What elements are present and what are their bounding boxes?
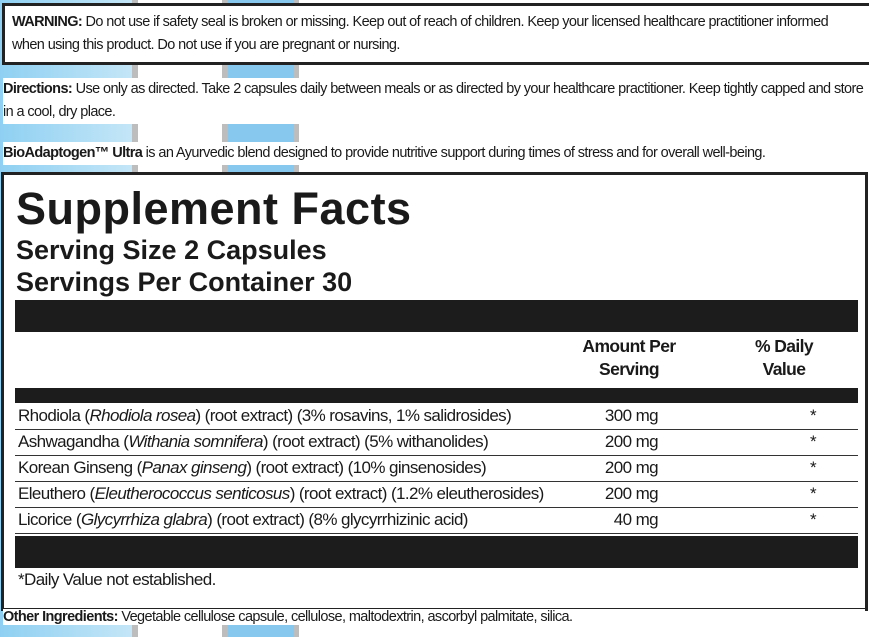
divider-bar	[15, 388, 858, 403]
footer-bar	[15, 536, 858, 568]
ingredient-amount: 200 mg	[604, 484, 659, 503]
facts-title: Supplement Facts	[16, 183, 412, 234]
footnote: *Daily Value not established.	[18, 570, 216, 589]
directions-label: Directions:	[3, 81, 73, 97]
ingredient-name: Rhodiola (Rhodiola rosea) (root extract)…	[18, 403, 512, 429]
amount-per-serving-header: Amount Per Serving	[569, 335, 689, 381]
ingredient-detail: ) (root extract) (10% ginsenosides)	[246, 458, 487, 477]
common-name: Rhodiola (	[18, 406, 90, 425]
other-ingredients-text: Vegetable cellulose capsule, cellulose, …	[117, 609, 573, 625]
common-name: Eleuthero (	[18, 484, 95, 503]
ingredient-row: Licorice (Glycyrrhiza glabra) (root extr…	[15, 507, 858, 534]
ingredient-daily-value: *	[810, 484, 817, 503]
latin-name: Panax ginseng	[141, 458, 247, 477]
ingredient-amount: 40 mg	[613, 510, 659, 529]
ingredient-daily-value: *	[810, 458, 817, 477]
ingredient-row: Eleuthero (Eleutherococcus senticosus) (…	[15, 481, 858, 508]
ingredient-detail: ) (root extract) (1.2% eleutherosides)	[289, 484, 545, 503]
ingredient-detail: ) (root extract) (5% withanolides)	[262, 432, 489, 451]
product-description: BioAdaptogen™ Ultra is an Ayurvedic blen…	[3, 142, 865, 165]
warning-text: Do not use if safety seal is broken or m…	[12, 14, 829, 53]
daily-value-header: % Daily Value	[734, 335, 834, 381]
servings-per-container: Servings Per Container 30	[16, 267, 353, 297]
header-line: % Daily	[754, 336, 814, 356]
ingredient-name: Korean Ginseng (Panax ginseng) (root ext…	[18, 455, 487, 481]
header-bar	[15, 300, 858, 332]
warning-box: WARNING: Do not use if safety seal is br…	[2, 3, 869, 65]
product-name: BioAdaptogen™ Ultra	[3, 145, 143, 161]
other-ingredients-label: Other Ingredients:	[3, 609, 118, 625]
ingredient-amount: 300 mg	[604, 406, 659, 425]
common-name: Ashwagandha (	[18, 432, 129, 451]
ingredient-row: Ashwagandha (Withania somnifera) (root e…	[15, 429, 858, 456]
other-ingredients: Other Ingredients: Vegetable cellulose c…	[3, 609, 865, 625]
directions-text: Use only as directed. Take 2 capsules da…	[3, 81, 864, 120]
header-line: Amount Per	[582, 336, 676, 356]
product-description-text: is an Ayurvedic blend designed to provid…	[142, 145, 766, 161]
serving-size: Serving Size 2 Capsules	[16, 235, 327, 265]
ingredient-amount: 200 mg	[604, 432, 659, 451]
supplement-facts-panel: Supplement Facts Serving Size 2 Capsules…	[1, 172, 868, 611]
ingredient-row: Rhodiola (Rhodiola rosea) (root extract)…	[15, 403, 858, 430]
header-line: Serving	[599, 359, 660, 379]
header-line: Value	[762, 359, 806, 379]
ingredient-name: Licorice (Glycyrrhiza glabra) (root extr…	[18, 507, 468, 533]
warning-label: WARNING:	[12, 14, 83, 30]
latin-name: Glycyrrhiza glabra	[80, 510, 208, 529]
ingredient-detail: ) (root extract) (3% rosavins, 1% salidr…	[195, 406, 512, 425]
ingredient-name: Ashwagandha (Withania somnifera) (root e…	[18, 429, 489, 455]
directions: Directions: Use only as directed. Take 2…	[3, 78, 865, 124]
ingredient-daily-value: *	[810, 510, 817, 529]
ingredient-amount: 200 mg	[604, 458, 659, 477]
ingredient-detail: ) (root extract) (8% glycyrrhizinic acid…	[207, 510, 468, 529]
ingredient-daily-value: *	[810, 406, 817, 425]
latin-name: Eleutherococcus senticosus	[94, 484, 291, 503]
latin-name: Rhodiola rosea	[89, 406, 197, 425]
ingredient-daily-value: *	[810, 432, 817, 451]
ingredient-name: Eleuthero (Eleutherococcus senticosus) (…	[18, 481, 544, 507]
common-name: Licorice (	[18, 510, 82, 529]
ingredient-row: Korean Ginseng (Panax ginseng) (root ext…	[15, 455, 858, 482]
common-name: Korean Ginseng (	[18, 458, 142, 477]
latin-name: Withania somnifera	[128, 432, 263, 451]
